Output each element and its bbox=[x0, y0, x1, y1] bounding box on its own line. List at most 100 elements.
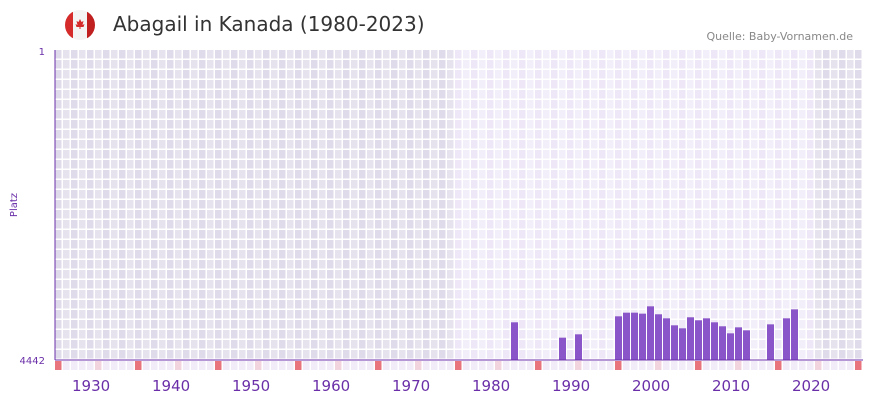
x-tick-label: 1930 bbox=[72, 377, 110, 395]
grid-cell bbox=[367, 90, 374, 99]
grid-cell bbox=[231, 140, 238, 149]
grid-cell bbox=[359, 90, 366, 99]
grid-cell bbox=[479, 70, 486, 79]
grid-cell bbox=[327, 120, 334, 129]
grid-cell bbox=[119, 300, 126, 309]
grid-cell bbox=[743, 190, 750, 199]
grid-cell bbox=[551, 210, 558, 219]
grid-cell bbox=[639, 100, 646, 109]
grid-cell bbox=[95, 310, 102, 319]
grid-cell bbox=[303, 310, 310, 319]
grid-cell bbox=[575, 290, 582, 299]
grid-cell bbox=[695, 180, 702, 189]
grid-cell bbox=[383, 130, 390, 139]
grid-cell bbox=[175, 150, 182, 159]
grid-cell bbox=[703, 190, 710, 199]
grid-cell bbox=[519, 120, 526, 129]
grid-cell bbox=[175, 80, 182, 89]
grid-cell bbox=[231, 340, 238, 349]
grid-cell bbox=[583, 270, 590, 279]
grid-cell bbox=[79, 140, 86, 149]
grid-cell bbox=[687, 150, 694, 159]
grid-cell bbox=[55, 160, 62, 169]
grid-cell bbox=[423, 260, 430, 269]
grid-cell bbox=[727, 190, 734, 199]
grid-cell bbox=[319, 50, 326, 59]
grid-cell bbox=[359, 280, 366, 289]
grid-cell bbox=[463, 70, 470, 79]
year-marker bbox=[335, 361, 342, 370]
grid-cell bbox=[327, 110, 334, 119]
grid-cell bbox=[191, 50, 198, 59]
grid-cell bbox=[527, 320, 534, 329]
grid-cell bbox=[831, 260, 838, 269]
grid-cell bbox=[391, 220, 398, 229]
grid-cell bbox=[519, 330, 526, 339]
grid-cell bbox=[359, 150, 366, 159]
grid-cell bbox=[351, 280, 358, 289]
grid-cell bbox=[287, 70, 294, 79]
grid-cell bbox=[631, 120, 638, 129]
grid-cell bbox=[215, 160, 222, 169]
grid-cell bbox=[711, 60, 718, 69]
grid-cell bbox=[487, 270, 494, 279]
grid-cell bbox=[631, 110, 638, 119]
grid-cell bbox=[375, 160, 382, 169]
grid-cell bbox=[791, 150, 798, 159]
grid-cell bbox=[79, 350, 86, 359]
grid-cell bbox=[831, 290, 838, 299]
grid-cell bbox=[311, 340, 318, 349]
grid-cell bbox=[639, 190, 646, 199]
grid-cell bbox=[735, 260, 742, 269]
grid-cell bbox=[415, 60, 422, 69]
grid-cell bbox=[327, 260, 334, 269]
grid-cell bbox=[271, 330, 278, 339]
grid-cell bbox=[519, 250, 526, 259]
grid-cell bbox=[551, 250, 558, 259]
source-link[interactable]: Quelle: Baby-Vornamen.de bbox=[706, 30, 853, 43]
grid-cell bbox=[503, 220, 510, 229]
grid-cell bbox=[551, 330, 558, 339]
grid-cell bbox=[743, 60, 750, 69]
grid-cell bbox=[607, 130, 614, 139]
grid-cell bbox=[79, 200, 86, 209]
grid-cell bbox=[447, 120, 454, 129]
grid-cell bbox=[455, 120, 462, 129]
grid-cell bbox=[439, 220, 446, 229]
grid-cell bbox=[407, 310, 414, 319]
grid-cell bbox=[607, 260, 614, 269]
grid-cell bbox=[839, 200, 846, 209]
grid-cell bbox=[423, 160, 430, 169]
grid-cell bbox=[263, 220, 270, 229]
grid-cell bbox=[839, 140, 846, 149]
grid-cell bbox=[503, 210, 510, 219]
grid-cell bbox=[71, 310, 78, 319]
grid-cell bbox=[751, 160, 758, 169]
grid-cell bbox=[455, 190, 462, 199]
grid-cell bbox=[335, 240, 342, 249]
grid-cell bbox=[847, 180, 854, 189]
grid-cell bbox=[415, 140, 422, 149]
grid-cell bbox=[111, 220, 118, 229]
grid-cell bbox=[559, 220, 566, 229]
grid-cell bbox=[791, 230, 798, 239]
grid-cell bbox=[343, 220, 350, 229]
grid-cell bbox=[807, 70, 814, 79]
grid-cell bbox=[487, 60, 494, 69]
grid-cell bbox=[839, 130, 846, 139]
grid-cell bbox=[95, 250, 102, 259]
grid-cell bbox=[151, 350, 158, 359]
grid-cell bbox=[719, 110, 726, 119]
grid-cell bbox=[63, 150, 70, 159]
grid-cell bbox=[87, 300, 94, 309]
grid-cell bbox=[663, 300, 670, 309]
grid-cell bbox=[135, 80, 142, 89]
grid-cell bbox=[287, 290, 294, 299]
grid-cell bbox=[743, 150, 750, 159]
grid-cell bbox=[655, 260, 662, 269]
grid-cell bbox=[271, 60, 278, 69]
grid-cell bbox=[71, 210, 78, 219]
grid-cell bbox=[527, 70, 534, 79]
grid-cell bbox=[751, 220, 758, 229]
grid-cell bbox=[311, 290, 318, 299]
